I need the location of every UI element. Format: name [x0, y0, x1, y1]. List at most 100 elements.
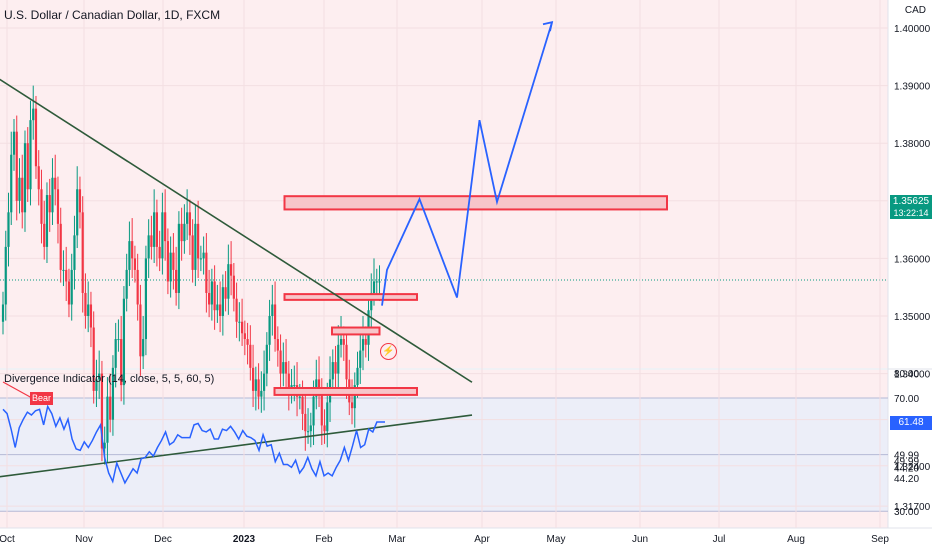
candle-body	[232, 275, 235, 299]
candle-body	[353, 385, 356, 409]
y-tick-label: 1.40000	[894, 24, 931, 35]
x-tick-label: Aug	[787, 534, 805, 545]
candle-body	[337, 344, 340, 374]
candle-body	[235, 298, 238, 322]
candle-body	[364, 339, 367, 345]
resistance-zone	[331, 326, 381, 336]
candle-body	[339, 339, 343, 345]
projection-path	[381, 21, 553, 306]
x-tick-label: Oct	[0, 534, 15, 545]
candle-body	[210, 281, 213, 305]
candle-body	[301, 396, 304, 414]
candle-body	[177, 223, 180, 293]
x-tick-label: 2023	[233, 534, 256, 545]
candle-body	[350, 402, 354, 409]
candle-body	[312, 396, 315, 426]
candle-body	[51, 177, 54, 213]
candle-body	[120, 339, 123, 386]
candle-body	[40, 189, 43, 224]
main-pane-background	[0, 0, 888, 368]
candle-body	[197, 223, 200, 259]
candle-body	[251, 367, 255, 391]
candle-body	[59, 223, 62, 270]
candle-body	[320, 390, 323, 426]
candle-body	[240, 321, 244, 334]
candle-body	[109, 396, 112, 420]
candle-body	[370, 292, 373, 311]
lightning-icon[interactable]: ⚡	[380, 343, 397, 360]
candle-body	[147, 235, 150, 259]
candle-body	[153, 212, 156, 247]
candle-body	[260, 390, 263, 397]
candle-body	[271, 304, 274, 316]
candle-body	[227, 264, 230, 299]
candle-body	[29, 120, 32, 190]
candle-body	[213, 281, 216, 311]
candle-body	[243, 333, 246, 340]
candle-body	[293, 385, 296, 387]
x-tick-label: Apr	[474, 534, 490, 545]
candle-body	[194, 223, 197, 270]
candle-body	[199, 258, 202, 260]
candle-body	[298, 396, 301, 398]
candle-body	[84, 292, 87, 316]
candle-body	[183, 223, 186, 242]
candle-body	[345, 344, 348, 380]
candle-body	[246, 339, 249, 345]
candle-body	[37, 166, 40, 190]
candle-body	[133, 258, 137, 270]
candle-body	[136, 269, 139, 305]
candle-body	[1, 304, 5, 322]
candle-body	[282, 362, 285, 374]
candle-body	[54, 177, 57, 190]
candle-body	[331, 362, 334, 380]
candle-body	[43, 223, 46, 247]
x-tick-label: Dec	[154, 534, 172, 545]
chart-title: U.S. Dollar / Canadian Dollar, 1D, FXCM	[4, 8, 221, 22]
candle-body	[191, 235, 194, 270]
indicator-y-tick-label: 49.99	[894, 457, 919, 468]
candle-body	[306, 431, 310, 433]
candle-body	[238, 321, 241, 323]
candle-body	[326, 402, 329, 432]
candle-body	[334, 362, 337, 374]
candle-body	[287, 373, 290, 391]
candle-body	[208, 292, 211, 305]
y-tick-label: 1.36000	[894, 254, 931, 265]
candle-body	[142, 339, 145, 357]
candle-body	[125, 269, 128, 299]
candle-body	[188, 212, 191, 236]
candle-body	[317, 379, 321, 391]
indicator-title: Divergence Indicator (14, close, 5, 5, 6…	[4, 373, 215, 385]
indicator-line	[2, 404, 385, 485]
candle-body	[249, 344, 252, 368]
candle-body	[144, 258, 148, 340]
candle-body	[216, 304, 219, 311]
candle-body	[81, 212, 84, 293]
candle-body	[106, 396, 109, 443]
candle-body	[279, 350, 282, 374]
candle-body	[111, 367, 115, 420]
candle-body	[158, 246, 161, 259]
candle-body	[323, 425, 326, 432]
candle-body	[284, 362, 288, 374]
y-tick-label: 1.31700	[894, 502, 931, 513]
candle-body	[100, 373, 104, 449]
candle-body	[166, 241, 169, 282]
candle-body	[114, 339, 117, 368]
candle-body	[169, 252, 172, 282]
candle-body	[32, 108, 35, 121]
candle-body	[131, 241, 134, 259]
indicator-y-tick-label: 30.00	[894, 507, 919, 518]
candle-body	[87, 304, 90, 316]
candle-body	[26, 143, 29, 190]
candle-body	[18, 177, 21, 201]
y-tick-label: 1.35000	[894, 312, 931, 323]
candle-body	[98, 373, 101, 380]
countdown-tag: 13:22:14	[890, 208, 932, 219]
candle-body	[175, 269, 178, 293]
candle-body	[375, 281, 378, 283]
candle-body	[73, 235, 76, 270]
